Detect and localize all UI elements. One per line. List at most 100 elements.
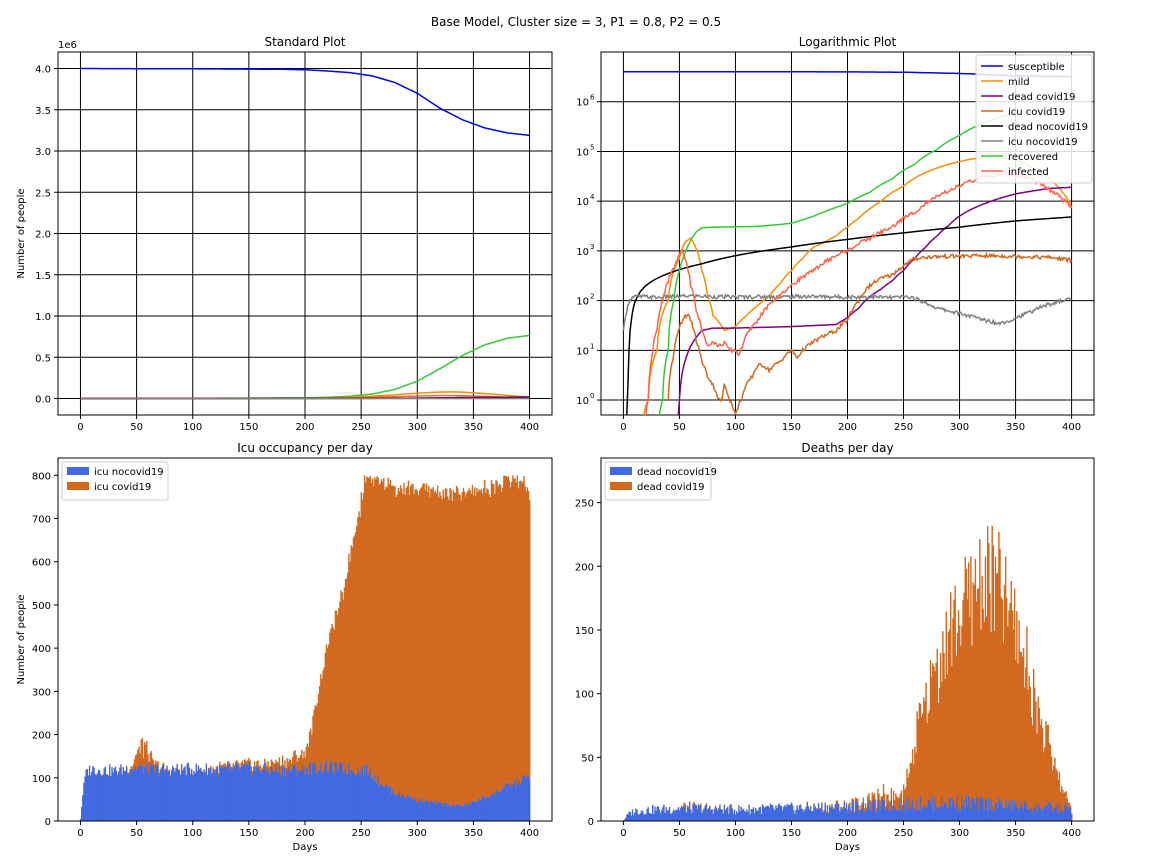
bar-bar-nocovid (243, 763, 246, 821)
bar-bar-nocovid (780, 806, 783, 821)
bar-bar-nocovid (230, 768, 232, 821)
bar-bar-nocovid (718, 808, 720, 821)
bar-bar-nocovid (420, 801, 422, 821)
bar-bar-nocovid (660, 810, 663, 821)
bar-bar-nocovid (130, 769, 132, 821)
bar-bar-nocovid (339, 761, 341, 821)
bar-bar-nocovid (233, 767, 236, 821)
bar-bar-nocovid (479, 799, 481, 821)
bar-bar-nocovid (361, 769, 364, 821)
bar-bar-covid (511, 482, 513, 784)
bar-bar-covid (387, 477, 389, 788)
bar-bar-covid (960, 645, 962, 810)
bar-bar-covid (1044, 747, 1046, 806)
bar-bar-covid (1035, 701, 1037, 802)
bar-bar-covid (231, 767, 233, 771)
bar-bar-nocovid (974, 804, 977, 821)
bar-bar-covid (961, 625, 963, 796)
bar-bar-nocovid (1022, 810, 1025, 821)
bar-bar-covid (865, 807, 868, 810)
bar-bar-nocovid (305, 767, 307, 821)
bar-bar-nocovid (892, 805, 895, 821)
bar-bar-covid (460, 500, 462, 807)
x-tick-label: 400 (520, 422, 539, 433)
bar-bar-nocovid (403, 795, 405, 821)
bar-bar-nocovid (831, 804, 833, 821)
bar-bar-nocovid (1053, 806, 1055, 821)
bar-bar-nocovid (509, 787, 512, 821)
bar-bar-nocovid (294, 764, 296, 821)
bar-bar-nocovid (681, 807, 683, 821)
bar-bar-covid (964, 556, 967, 809)
bar-bar-nocovid (512, 784, 514, 821)
bar-bar-covid (926, 722, 928, 807)
bar-bar-nocovid (1054, 808, 1056, 821)
bar-bar-covid (1017, 663, 1019, 808)
bar-bar-nocovid (381, 785, 384, 821)
bar-bar-nocovid (953, 802, 955, 821)
bar-bar-nocovid (1062, 812, 1064, 821)
bar-bar-nocovid (978, 809, 980, 821)
bar-bar-covid (862, 797, 865, 802)
bar-bar-covid (1049, 744, 1052, 803)
bar-bar-covid (918, 702, 921, 810)
bar-bar-covid (527, 491, 530, 776)
bar-bar-covid (809, 805, 812, 807)
bar-bar-nocovid (636, 809, 638, 821)
bar-bar-covid (417, 495, 420, 803)
bar-bar-nocovid (1066, 805, 1068, 821)
bar-bar-covid (468, 488, 470, 806)
bar-bar-covid (298, 757, 301, 771)
y-tick-label-exponent: 4 (590, 193, 595, 201)
bar-bar-covid (205, 763, 208, 765)
bar-bar-nocovid (804, 809, 806, 821)
bar-bar-covid (356, 526, 358, 775)
bar-bar-covid (1028, 675, 1030, 809)
bar-bar-nocovid (458, 804, 460, 821)
bar-bar-nocovid (177, 769, 179, 821)
bar-bar-nocovid (141, 765, 144, 821)
x-tick-label: 400 (1062, 828, 1081, 839)
bar-bar-nocovid (435, 804, 438, 821)
bar-bar-covid (319, 685, 321, 770)
bar-bar-nocovid (807, 806, 810, 821)
bar-bar-covid (429, 496, 431, 801)
y-tick-label: 3.5 (35, 106, 51, 117)
bar-bar-nocovid (278, 765, 281, 821)
bar-bar-covid (334, 610, 337, 762)
y-tick-label: 100 (32, 774, 51, 785)
bar-bar-nocovid (383, 786, 385, 821)
bar-bar-nocovid (115, 770, 118, 821)
bar-bar-nocovid (700, 805, 702, 821)
bar-bar-nocovid (629, 812, 631, 821)
bar-bar-covid (354, 532, 357, 775)
bar-bar-covid (398, 491, 401, 792)
bar-bar-nocovid (405, 797, 407, 821)
bar-bar-nocovid (709, 805, 711, 821)
bar-bar-covid (695, 804, 698, 806)
bar-bar-covid (276, 761, 278, 772)
bar-bar-nocovid (201, 771, 203, 821)
bar-bar-covid (939, 652, 942, 806)
bar-bar-nocovid (675, 809, 677, 821)
bar-bar-nocovid (445, 803, 448, 821)
bar-bar-covid (868, 793, 870, 800)
bar-bar-nocovid (252, 770, 255, 821)
bar-bar-nocovid (166, 766, 168, 821)
bar-bar-nocovid (839, 812, 841, 821)
bar-bar-nocovid (133, 768, 136, 821)
bar-bar-covid (216, 765, 219, 768)
bar-bar-nocovid (1029, 809, 1031, 821)
x-tick-label: 100 (183, 828, 202, 839)
bar-bar-covid (842, 807, 844, 810)
bar-bar-covid (956, 632, 959, 795)
bar-bar-covid (423, 483, 425, 799)
axes-frame (57, 457, 553, 822)
bar-bar-covid (507, 476, 510, 783)
bar-bar-nocovid (161, 765, 164, 821)
bar-bar-nocovid (128, 774, 130, 821)
bar-bar-covid (379, 483, 382, 785)
bar-bar-nocovid (637, 814, 639, 821)
bar-bar-covid (477, 491, 479, 801)
bar-bar-nocovid (716, 811, 719, 821)
